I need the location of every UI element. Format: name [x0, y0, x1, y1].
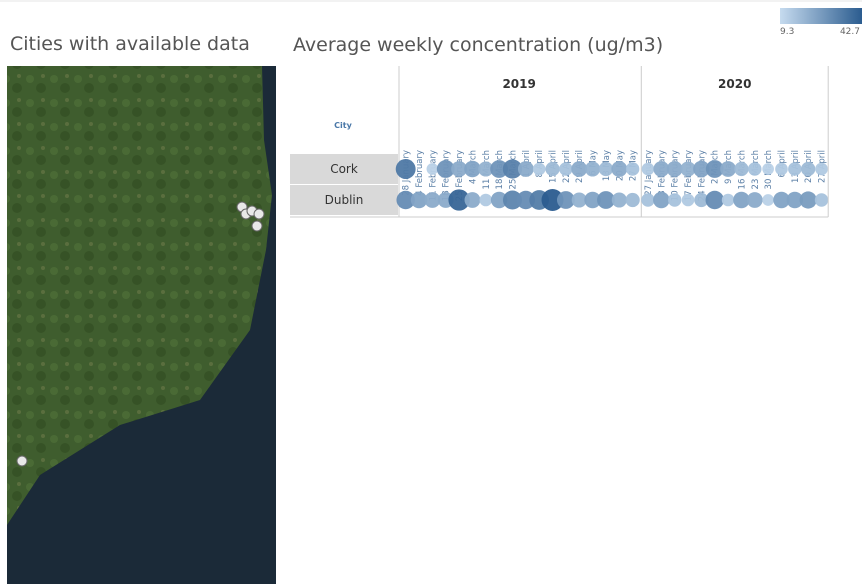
bubble — [693, 160, 710, 178]
row-label: Cork — [330, 162, 358, 176]
bubble — [680, 161, 696, 177]
bubble — [641, 162, 655, 176]
bubble — [571, 192, 587, 208]
bubble — [598, 161, 614, 177]
bubble — [395, 159, 416, 179]
map-title: Cities with available data — [10, 33, 250, 55]
bubble — [611, 161, 628, 177]
year-label: 2019 — [502, 77, 535, 91]
row-header-cell — [290, 185, 398, 215]
bubble — [734, 161, 749, 177]
bubble — [516, 190, 536, 210]
bubble — [641, 193, 655, 207]
sea — [7, 66, 276, 584]
bubble — [502, 190, 522, 210]
bubble — [502, 159, 523, 179]
bubble — [597, 191, 615, 209]
city-dot — [253, 208, 265, 220]
bubble — [748, 162, 762, 176]
bubble — [720, 161, 736, 177]
bubble — [611, 192, 627, 208]
bubble — [694, 192, 709, 208]
bubble — [762, 194, 774, 206]
bubble — [773, 191, 790, 209]
bubble — [681, 193, 695, 207]
bubble — [478, 161, 494, 177]
bubble — [584, 191, 601, 209]
bubble — [801, 161, 816, 177]
year-label: 2020 — [718, 77, 751, 91]
chart-title: Average weekly concentration (ug/m3) — [293, 34, 663, 56]
bubble — [653, 191, 670, 209]
row-header: City — [334, 121, 352, 130]
bubble — [396, 190, 415, 210]
bubble — [490, 191, 508, 209]
bubble — [410, 191, 428, 209]
date-label: 4 February — [415, 150, 425, 196]
bubble — [424, 192, 441, 208]
bubble — [464, 192, 481, 208]
city-markers — [16, 201, 265, 467]
bubble — [625, 162, 640, 176]
legend-min: 9.3 — [780, 27, 794, 37]
bubble — [705, 160, 724, 178]
bubble — [436, 160, 455, 178]
bubble — [426, 163, 439, 175]
bubble — [775, 162, 788, 176]
row-label: Dublin — [325, 193, 364, 207]
map — [7, 66, 276, 584]
bubble — [705, 190, 724, 210]
bubble — [585, 161, 601, 177]
bubble — [517, 161, 534, 177]
city-dot — [16, 455, 28, 467]
legend-max: 42.7 — [840, 27, 860, 37]
color-legend — [780, 8, 862, 24]
bubble — [625, 192, 640, 208]
bubble — [653, 161, 670, 177]
bubble — [545, 161, 560, 177]
bubble — [788, 162, 802, 176]
bubble — [815, 162, 828, 176]
bubble — [762, 163, 774, 175]
bubble — [490, 160, 509, 178]
bubble — [451, 161, 467, 177]
bubble — [448, 189, 470, 211]
row-header-cell — [290, 154, 398, 184]
bubble — [479, 193, 493, 207]
bubble — [541, 189, 564, 211]
bubble — [532, 162, 546, 176]
bubble — [571, 161, 588, 177]
bubble — [746, 192, 763, 208]
bubble — [559, 162, 573, 176]
bubble — [666, 161, 683, 177]
bubble — [464, 160, 481, 178]
bubble — [721, 193, 735, 207]
bubble — [814, 193, 829, 207]
bubble — [799, 191, 817, 209]
bubble — [667, 193, 682, 207]
city-dot — [251, 220, 263, 232]
bubble — [556, 191, 575, 209]
bubble — [786, 191, 804, 209]
bubble — [733, 191, 750, 209]
date-label: 11 February — [428, 150, 438, 201]
